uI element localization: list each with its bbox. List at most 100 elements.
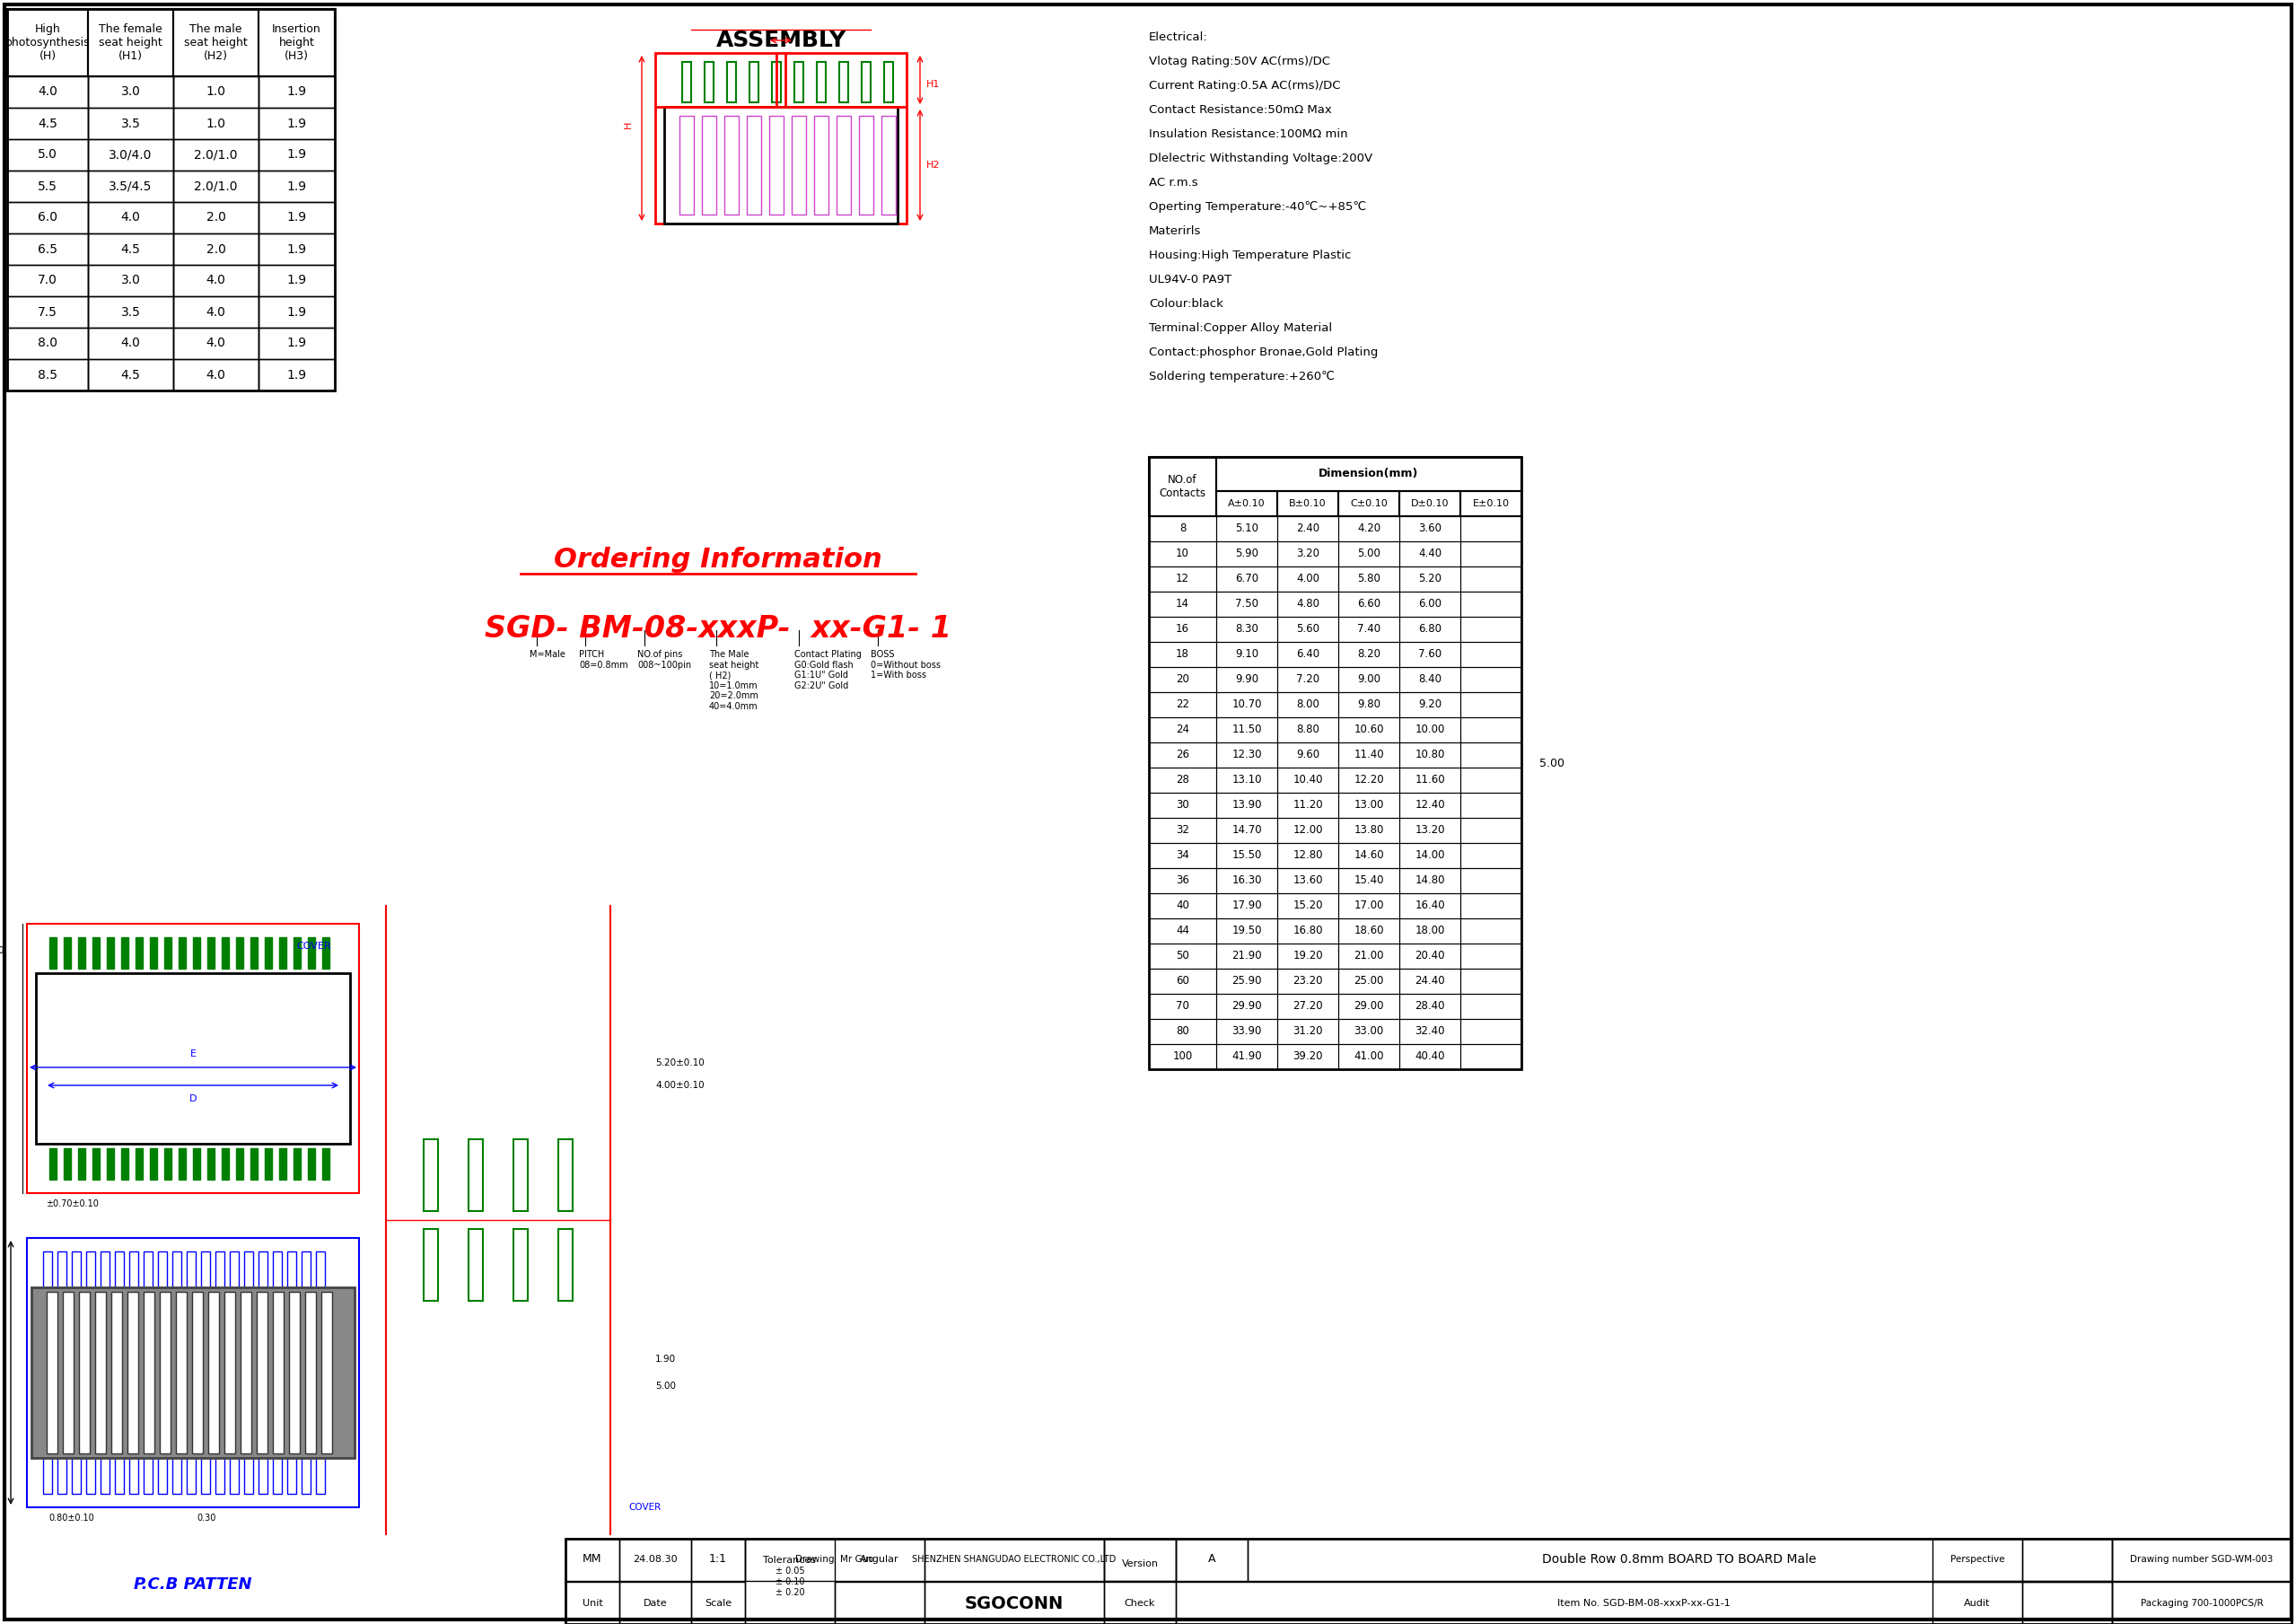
Bar — [1148, 919, 1217, 944]
Text: 40.40: 40.40 — [1414, 1051, 1444, 1062]
Bar — [514, 1138, 528, 1212]
Bar — [71, 1252, 80, 1291]
Text: 1.00: 1.00 — [0, 947, 5, 955]
Bar — [308, 1148, 315, 1179]
Bar — [1217, 456, 1522, 490]
Bar — [1398, 1044, 1460, 1069]
Text: 22: 22 — [1176, 698, 1189, 711]
Bar — [1339, 591, 1398, 617]
Bar — [115, 1252, 124, 1291]
Bar — [1398, 742, 1460, 768]
Bar — [1148, 718, 1217, 742]
Text: 14.70: 14.70 — [1231, 825, 1263, 836]
Bar — [317, 1453, 326, 1494]
Bar — [172, 76, 259, 107]
Bar — [250, 937, 257, 968]
Text: 29.90: 29.90 — [1231, 1000, 1263, 1012]
Bar — [1460, 843, 1522, 869]
Bar — [243, 1453, 253, 1494]
Text: 3.60: 3.60 — [1419, 523, 1442, 534]
Text: Packaging 700-1000PCS/R: Packaging 700-1000PCS/R — [2140, 1600, 2264, 1608]
Bar — [691, 1538, 744, 1580]
Text: Insertion
height
(H3): Insertion height (H3) — [273, 23, 321, 62]
Text: 4.0: 4.0 — [122, 211, 140, 224]
Text: 24.08.30: 24.08.30 — [634, 1554, 677, 1564]
Bar — [78, 1148, 85, 1179]
Bar — [2112, 1538, 2291, 1580]
Bar — [87, 201, 172, 234]
Bar — [1339, 617, 1398, 641]
Text: 5.90: 5.90 — [1235, 547, 1258, 560]
Text: 15.40: 15.40 — [1355, 875, 1384, 887]
Bar — [1460, 869, 1522, 893]
Bar — [172, 265, 259, 296]
Bar — [1277, 617, 1339, 641]
Bar — [1148, 541, 1217, 567]
Text: 20: 20 — [1176, 674, 1189, 685]
Bar — [1460, 768, 1522, 793]
Text: 12.80: 12.80 — [1293, 849, 1322, 861]
Text: 12.00: 12.00 — [1293, 825, 1322, 836]
Bar — [1277, 843, 1339, 869]
Bar — [1217, 893, 1277, 919]
Bar — [1148, 456, 1217, 516]
Bar — [1148, 893, 1217, 919]
Bar — [1460, 692, 1522, 718]
Text: COVER: COVER — [629, 1502, 661, 1512]
Bar — [1339, 994, 1398, 1018]
Text: 0.30: 0.30 — [197, 1514, 216, 1523]
Bar — [882, 115, 895, 214]
Bar — [1398, 617, 1460, 641]
Bar — [259, 265, 335, 296]
Bar — [264, 937, 271, 968]
Bar — [1277, 718, 1339, 742]
Bar — [1933, 1538, 2023, 1580]
Text: Materirls: Materirls — [1148, 226, 1201, 237]
Text: 18.60: 18.60 — [1355, 926, 1384, 937]
Bar — [1398, 944, 1460, 968]
Bar — [129, 1252, 138, 1291]
Bar — [1277, 793, 1339, 818]
Text: 7.0: 7.0 — [37, 274, 57, 287]
Text: 7.40: 7.40 — [1357, 624, 1380, 635]
Text: 44: 44 — [1176, 926, 1189, 937]
Bar — [7, 234, 87, 265]
Text: D±0.10: D±0.10 — [1410, 499, 1449, 508]
Text: Electrical:: Electrical: — [1148, 31, 1208, 44]
Bar — [1148, 617, 1217, 641]
Bar — [250, 1148, 257, 1179]
Text: PITCH
08=0.8mm: PITCH 08=0.8mm — [579, 650, 629, 669]
Text: 13.10: 13.10 — [1231, 775, 1263, 786]
Bar — [769, 115, 783, 214]
Text: 4.0: 4.0 — [207, 305, 225, 318]
Text: 17.00: 17.00 — [1355, 900, 1384, 911]
Bar — [7, 359, 87, 390]
Text: 15.20: 15.20 — [1293, 900, 1322, 911]
Bar — [145, 1453, 152, 1494]
Bar — [7, 10, 87, 76]
Bar — [1104, 1538, 1176, 1580]
Bar — [705, 62, 714, 102]
Bar — [44, 1252, 53, 1291]
Bar — [280, 1148, 287, 1179]
Bar — [7, 76, 87, 107]
Bar — [1398, 968, 1460, 994]
Bar — [172, 171, 259, 201]
Bar — [1460, 742, 1522, 768]
Bar — [680, 115, 693, 214]
Text: 12.40: 12.40 — [1414, 799, 1444, 810]
Bar — [1176, 1582, 2112, 1624]
Text: 4.0: 4.0 — [207, 338, 225, 349]
Bar — [1277, 667, 1339, 692]
Text: Drawing  Mr Guo: Drawing Mr Guo — [794, 1554, 875, 1564]
Text: 8: 8 — [1180, 523, 1185, 534]
Bar — [51, 937, 57, 968]
Text: H1: H1 — [928, 80, 941, 89]
Text: 2.0: 2.0 — [207, 244, 225, 255]
Bar — [1217, 541, 1277, 567]
Text: 1.9: 1.9 — [287, 211, 308, 224]
Bar — [792, 115, 806, 214]
Bar — [1277, 541, 1339, 567]
Text: 9.10: 9.10 — [1235, 648, 1258, 661]
Text: 32.40: 32.40 — [1414, 1026, 1444, 1038]
